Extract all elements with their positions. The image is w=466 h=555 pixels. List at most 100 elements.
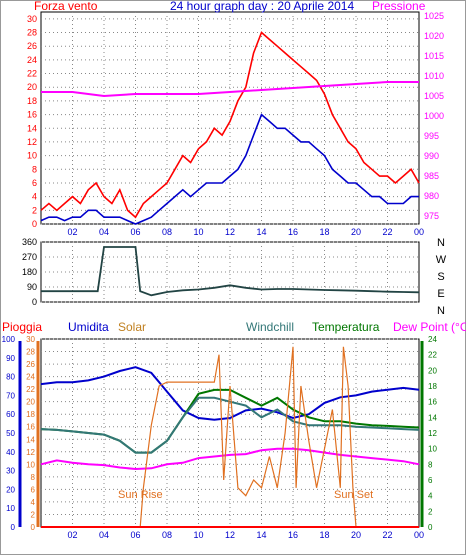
solar-tick-label: 8 (31, 473, 36, 482)
x-tick-label: 06 (130, 530, 140, 540)
wind-tick-label: 90 (27, 282, 37, 292)
solar-tick-label: 16 (26, 423, 35, 432)
left-tick-label: 0 (32, 219, 37, 229)
left-tick-label: 2 (32, 205, 37, 215)
windchill-legend: Windchill (246, 320, 295, 334)
sunset-annotation: Sun Set (334, 489, 374, 501)
temperature-tick-label: 16 (428, 398, 437, 407)
solar-tick-label: 10 (26, 460, 35, 469)
x-tick-label: 14 (256, 227, 266, 237)
x-tick-label: 12 (225, 227, 235, 237)
right-tick-label: 1010 (424, 71, 444, 81)
wind-tick-label: 270 (22, 252, 37, 262)
humidity-tick-label: 30 (6, 467, 15, 476)
temperature-tick-label: 0 (428, 523, 433, 532)
left-tick-label: 10 (27, 151, 37, 161)
temperature-tick-label: 22 (428, 351, 437, 360)
solar-tick-label: 4 (31, 498, 36, 507)
left-tick-label: 24 (27, 55, 37, 65)
x-tick-label: 08 (162, 227, 172, 237)
solar-tick-label: 14 (26, 435, 35, 444)
right-axis-title: Pressione (372, 0, 426, 13)
wind-tick-label: 180 (22, 267, 37, 277)
right-tick-label: 975 (424, 211, 439, 221)
left-axis-title: Forza vento (34, 0, 98, 13)
left-tick-label: 14 (27, 123, 37, 133)
temperature-tick-label: 12 (428, 429, 437, 438)
temperature-tick-label: 8 (428, 460, 433, 469)
solar-tick-label: 28 (26, 348, 35, 357)
x-tick-label: 10 (193, 227, 203, 237)
humidity-tick-label: 80 (6, 373, 15, 382)
humidity-tick-label: 50 (6, 429, 15, 438)
left-tick-label: 4 (32, 192, 37, 202)
solar-tick-label: 26 (26, 360, 35, 369)
x-tick-label: 20 (351, 530, 361, 540)
left-tick-label: 16 (27, 110, 37, 120)
right-tick-label: 1025 (424, 11, 444, 21)
left-tick-label: 6 (32, 178, 37, 188)
temperature-tick-label: 20 (428, 366, 437, 375)
x-tick-label: 20 (351, 227, 361, 237)
left-tick-label: 22 (27, 69, 37, 79)
x-tick-label: 16 (288, 227, 298, 237)
x-tick-label: 00 (414, 530, 424, 540)
wind-tick-label: 360 (22, 237, 37, 247)
solar-tick-label: 12 (26, 448, 35, 457)
x-tick-label: 14 (256, 530, 266, 540)
compass-label: N (437, 305, 445, 317)
left-tick-label: 12 (27, 137, 37, 147)
series-line-blue (40, 366, 420, 421)
humidity-tick-label: 20 (6, 485, 15, 494)
humidity-tick-label: 40 (6, 448, 15, 457)
right-tick-label: 990 (424, 151, 439, 161)
right-tick-label: 980 (424, 191, 439, 201)
chart-title: 24 hour graph day : 20 Aprile 2014 (170, 0, 355, 13)
humidity-tick-label: 100 (2, 335, 16, 344)
left-tick-label: 28 (27, 28, 37, 38)
temperature-legend: Temperatura (312, 320, 380, 334)
humidity-tick-label: 90 (6, 354, 15, 363)
compass-label: S (437, 271, 444, 283)
x-tick-label: 22 (382, 227, 392, 237)
x-tick-label: 04 (99, 227, 109, 237)
compass-label: E (437, 288, 444, 300)
temperature-tick-label: 4 (428, 492, 433, 501)
solar-tick-label: 24 (26, 373, 35, 382)
wind-tick-label: 0 (32, 297, 37, 307)
right-tick-label: 1015 (424, 51, 444, 61)
right-tick-label: 995 (424, 131, 439, 141)
left-tick-label: 30 (27, 14, 37, 24)
humidity-tick-label: 10 (6, 504, 15, 513)
solar-tick-label: 20 (26, 398, 35, 407)
x-tick-label: 00 (414, 227, 424, 237)
solar-legend: Solar (118, 320, 147, 334)
x-tick-label: 02 (67, 227, 77, 237)
temperature-tick-label: 10 (428, 445, 437, 454)
right-tick-label: 1005 (424, 91, 444, 101)
left-tick-label: 26 (27, 41, 37, 51)
wind-direction-line (41, 246, 420, 297)
series-line-red (40, 31, 420, 219)
x-tick-label: 12 (225, 530, 235, 540)
series-line-teal (40, 396, 420, 454)
x-tick-label: 10 (193, 530, 203, 540)
solar-tick-label: 6 (31, 485, 36, 494)
solar-tick-label: 2 (31, 510, 36, 519)
sunrise-annotation: Sun Rise (118, 489, 163, 501)
x-tick-label: 18 (319, 227, 329, 237)
solar-tick-label: 0 (31, 523, 36, 532)
temperature-tick-label: 18 (428, 382, 437, 391)
solar-tick-label: 18 (26, 410, 35, 419)
x-tick-label: 06 (130, 227, 140, 237)
right-tick-label: 985 (424, 171, 439, 181)
temperature-tick-label: 6 (428, 476, 433, 485)
series-line-magenta (41, 81, 419, 98)
solar-tick-label: 30 (26, 335, 35, 344)
temperature-tick-label: 2 (428, 507, 433, 516)
series-line-magenta (40, 447, 420, 471)
compass-label: W (436, 254, 447, 266)
left-tick-label: 8 (32, 164, 37, 174)
